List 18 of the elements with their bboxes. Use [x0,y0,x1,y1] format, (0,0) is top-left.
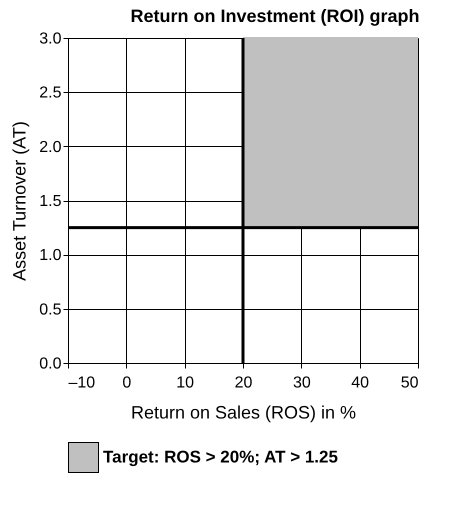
x-tick-label: 0 [122,374,132,392]
y-tick-label: 2.5 [39,84,62,102]
x-tick-label: 20 [234,374,252,392]
y-tick-label: 1.0 [39,247,62,264]
y-axis-title: Asset Turnover (AT) [9,121,30,281]
y-tick-label: 3.0 [39,30,62,48]
x-tick-label: 50 [400,374,419,392]
y-tick-label: 2.0 [39,138,62,156]
legend-label: Target: ROS > 20%; AT > 1.25 [103,448,338,466]
y-tick-label: 1.5 [39,193,62,210]
x-tick-label: 40 [351,374,370,392]
x-axis-title: Return on Sales (ROS) in % [130,402,356,422]
x-tick-label: 30 [292,374,311,392]
x-tick-label: –10 [68,374,96,392]
y-tick-label: 0.0 [39,356,62,372]
chart-title: Return on Investment (ROI) graph [130,6,420,26]
y-tick-label: 0.5 [39,301,62,318]
x-tick-label: 10 [176,374,194,392]
